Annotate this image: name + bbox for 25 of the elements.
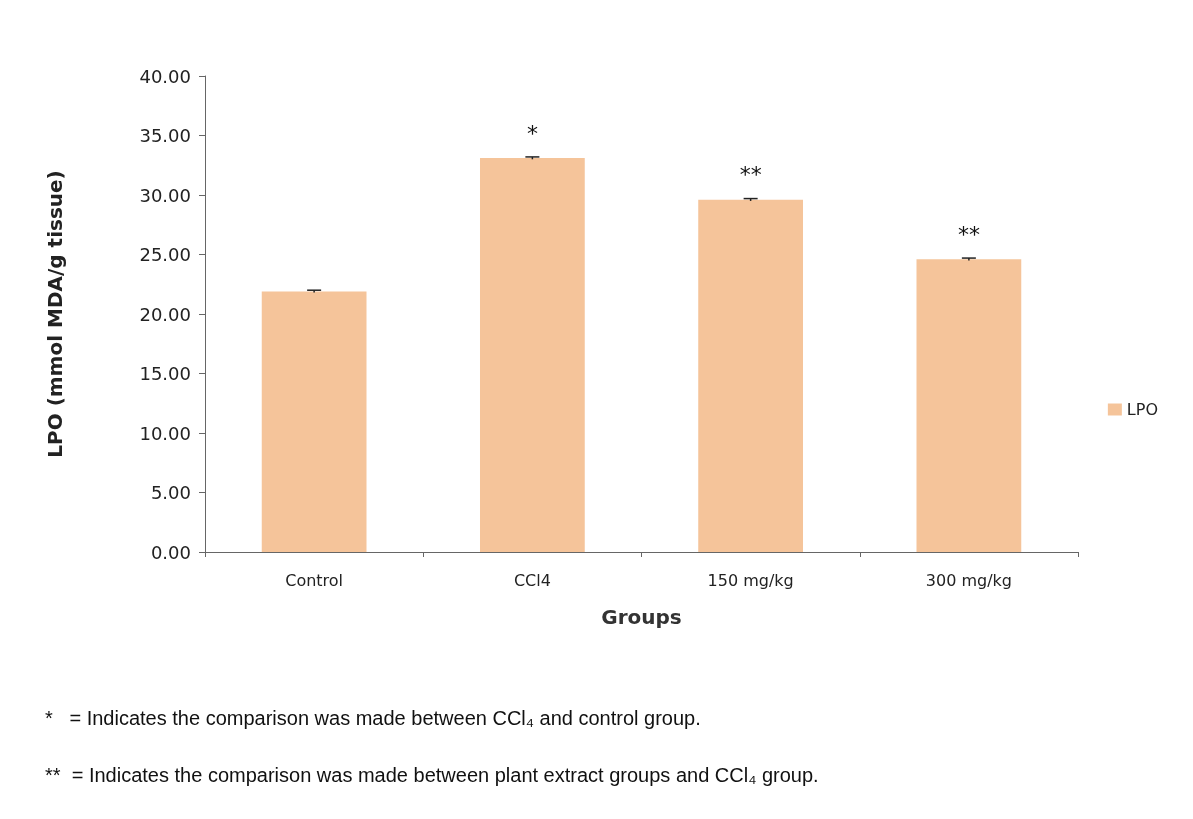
x-tick-label: Control xyxy=(285,570,344,590)
y-tick-label: 30.00 xyxy=(139,184,191,206)
text: * = Indicates the comparison was made between CCl₄ and control group. xyxy=(45,707,701,729)
x-tick-label: 300 mg/kg xyxy=(925,570,1012,590)
y-tick-label: 20.00 xyxy=(139,303,191,325)
bar xyxy=(261,291,367,552)
text: ** = Indicates the comparison was made between plant extract groups and CCl₄ group. xyxy=(45,764,819,786)
y-tick-label: 5.00 xyxy=(150,482,191,503)
y-tick-label: 35.00 xyxy=(139,125,191,146)
bar xyxy=(698,199,804,552)
y-tick-label: 10.00 xyxy=(139,422,191,444)
y-axis-title: LPO (mmol MDA/g tissue) xyxy=(43,170,67,458)
x-tick-label: 150 mg/kg xyxy=(707,570,794,590)
x-axis-title: Groups xyxy=(601,605,682,629)
data-label: * xyxy=(526,120,538,146)
y-tick-label: 25.00 xyxy=(139,244,191,265)
y-tick-label: 0.00 xyxy=(150,541,191,563)
bar xyxy=(916,259,1022,552)
data-label: ** xyxy=(957,221,980,247)
x-tick-label: CCl4 xyxy=(513,570,551,590)
data-label: ** xyxy=(739,162,762,188)
bar xyxy=(480,158,585,552)
legend-label: LPO xyxy=(1126,400,1158,419)
y-tick-label: 40.00 xyxy=(139,65,191,87)
y-tick-label: 15.00 xyxy=(139,363,191,384)
